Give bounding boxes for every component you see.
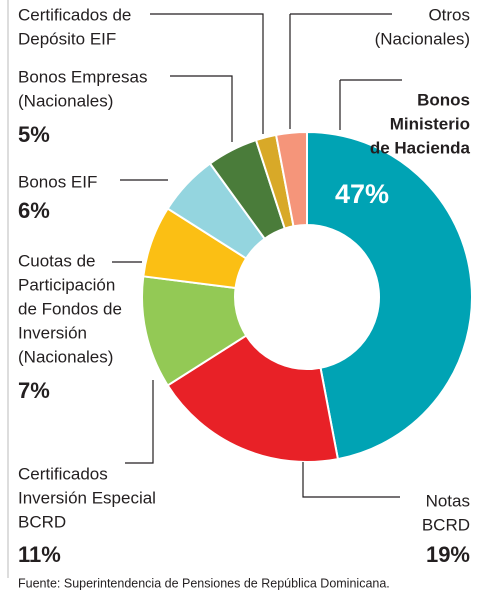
legend-label: de Hacienda [370,138,471,157]
leader-line [302,462,400,498]
legend-label: (Nacionales) [375,29,470,48]
value-label: 11% [18,542,61,567]
legend-label: Certificados [18,464,108,483]
legend-label: de Fondos de [18,299,122,318]
value-label: 5% [18,122,50,147]
legend-label: Bonos [417,90,470,109]
legend-label: BCRD [422,515,470,534]
slice [306,130,473,461]
value-label: 19% [426,542,470,567]
legend-label: Depósito EIF [18,29,116,48]
value-label: 6% [18,198,50,223]
legend-label: Ministerio [390,114,470,133]
value-label: 47% [335,179,389,209]
leader-line [150,13,264,134]
leader-line [289,13,392,129]
slice [274,130,308,228]
leader-line [339,79,402,130]
legend-label: Inversión Especial [18,488,156,507]
legend-label: Participación [18,275,115,294]
legend-label: Inversión [18,323,87,342]
legend-label: Bonos Empresas [18,67,147,86]
legend-label: (Nacionales) [18,91,113,110]
legend-label: Cuotas de [18,251,96,270]
legend-label: (Nacionales) [18,347,113,366]
leader-line [125,380,154,464]
legend-label: Certificados de [18,5,131,24]
legend-label: Bonos EIF [18,172,97,191]
legend-label: Otros [428,5,470,24]
leader-line [170,75,233,142]
source: Fuente: Superintendencia de Pensiones de… [18,576,390,590]
value-label: 7% [18,378,50,403]
legend-label: Notas [426,491,470,510]
legend-label: BCRD [18,512,66,531]
slice [166,334,340,463]
